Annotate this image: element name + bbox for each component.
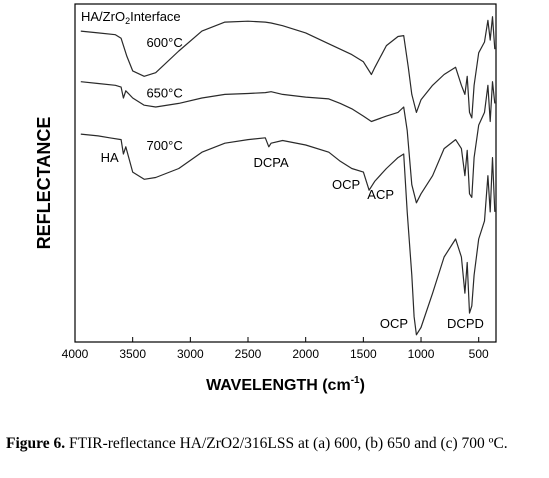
series-label: 600°C [146, 35, 182, 50]
caption-text: FTIR-reflectance HA/ZrO2/316LSS at (a) 6… [65, 435, 508, 452]
series-labels: 600°C 650°C 700°C [146, 35, 182, 153]
x-tick-label: 1000 [408, 347, 435, 361]
series-line-0 [80, 16, 496, 119]
annotations: HA DCPA OCP ACP OCP DCPD [101, 150, 484, 331]
x-axis-label: WAVELENGTH (cm-1) [206, 375, 365, 394]
annotation-label: DCPA [254, 155, 289, 170]
series-layer [80, 16, 496, 336]
x-tick-label: 2000 [292, 347, 319, 361]
x-axis-ticks: 4000 3500 3000 2500 2000 1500 1000 500 [62, 337, 489, 361]
annotation-label: OCP [332, 177, 360, 192]
x-tick-label: 4000 [62, 347, 89, 361]
x-tick-label: 1500 [350, 347, 377, 361]
chart-title: HA/ZrO2Interface [81, 9, 181, 26]
x-tick-label: 3000 [177, 347, 204, 361]
series-line-1 [80, 81, 496, 204]
caption-label: Figure 6. [6, 435, 66, 452]
annotation-label: ACP [367, 187, 394, 202]
series-label: 650°C [146, 86, 182, 101]
figure-caption: Figure 6. FTIR-reflectance HA/ZrO2/316LS… [6, 434, 546, 454]
annotation-label: OCP [380, 316, 408, 331]
annotation-label: DCPD [447, 316, 484, 331]
y-axis-label: REFLECTANCE [34, 117, 54, 250]
x-tick-label: 3500 [119, 347, 146, 361]
annotation-label: HA [101, 150, 119, 165]
x-tick-label: 500 [469, 347, 489, 361]
series-label: 700°C [146, 138, 182, 153]
plot-frame [74, 3, 497, 343]
series-line-2 [80, 133, 496, 336]
x-tick-label: 2500 [235, 347, 262, 361]
